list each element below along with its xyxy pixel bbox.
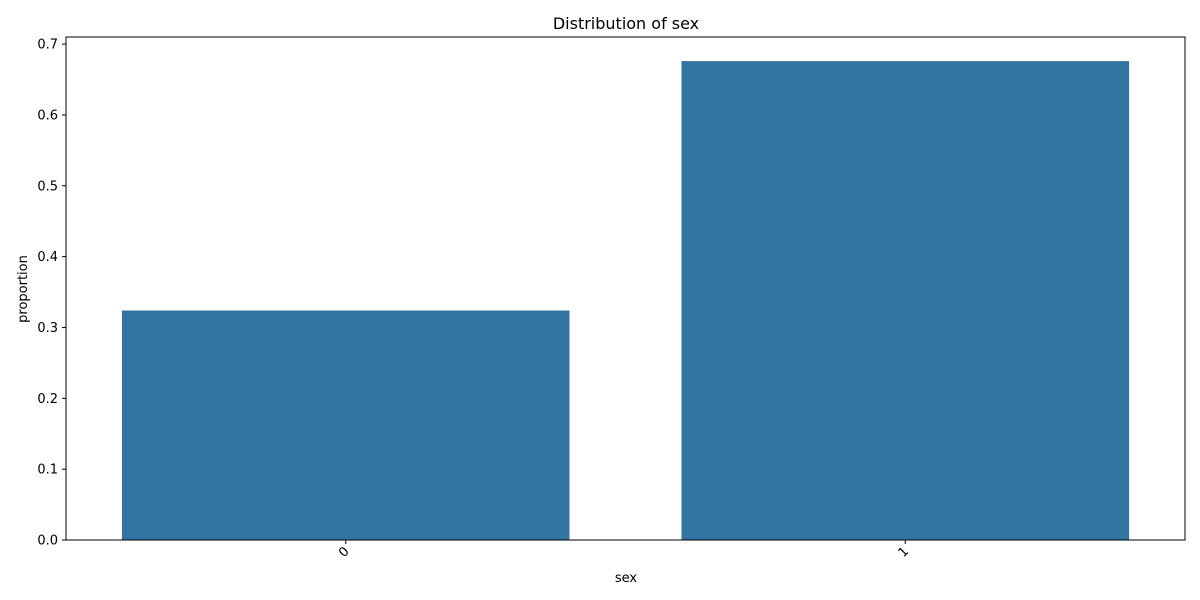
plot-frame — [65, 36, 1186, 541]
y-tick-label: 0.2 — [37, 392, 58, 407]
y-tick-label: 0.3 — [37, 321, 58, 336]
x-axis-title: sex — [615, 571, 638, 586]
y-tick-label: 0.7 — [37, 38, 58, 53]
y-axis-title: proportion — [16, 255, 31, 323]
bars-group — [121, 61, 1130, 540]
y-tick-label: 0.4 — [37, 250, 58, 265]
y-tick-label: 0.1 — [37, 463, 58, 478]
x-tick-label: 1 — [896, 544, 912, 560]
y-tick-label: 0.6 — [37, 108, 58, 123]
bar-1 — [681, 61, 1130, 540]
y-axis: 0.0 0.1 0.2 0.3 0.4 0.5 0.6 0.7 — [37, 38, 66, 549]
y-tick-label: 0.0 — [37, 534, 58, 549]
bar-0 — [121, 310, 570, 540]
chart-title: Distribution of sex — [553, 14, 699, 33]
y-tick-label: 0.5 — [37, 179, 58, 194]
x-tick-label: 0 — [336, 544, 352, 560]
